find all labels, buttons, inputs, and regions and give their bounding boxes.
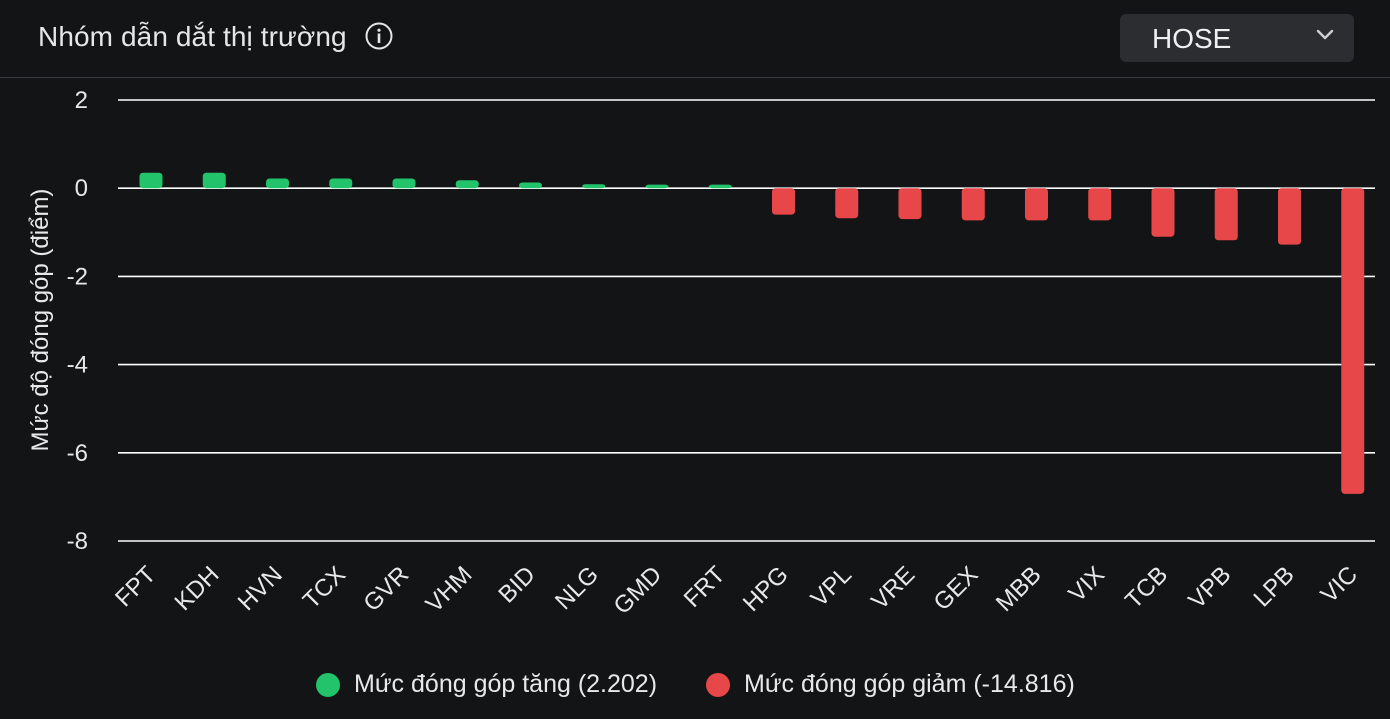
x-tick-label: TCB <box>1120 561 1173 614</box>
legend-item-negative[interactable]: Mức đóng góp giảm (-14.816) <box>706 668 1086 704</box>
bar-tcb[interactable] <box>1151 188 1175 237</box>
chevron-down-icon[interactable] <box>1314 28 1336 42</box>
bar-hvn[interactable] <box>266 178 289 189</box>
legend-dot-negative <box>706 673 730 697</box>
bar-kdh[interactable] <box>202 172 226 189</box>
legend-label-positive: Mức đóng góp tăng (2.202) <box>354 670 658 698</box>
x-tick-label: VPB <box>1183 561 1236 614</box>
bar-tcx[interactable] <box>329 178 353 189</box>
x-tick-label: GVR <box>358 561 414 617</box>
x-tick-label: HVN <box>233 561 288 616</box>
y-tick-label: 0 <box>75 175 88 202</box>
y-axis-label: Mức độ đóng góp (điểm) <box>27 189 54 452</box>
y-tick-label: -4 <box>67 352 88 379</box>
x-tick-label: FRT <box>679 561 731 613</box>
bar-gex[interactable] <box>961 188 985 221</box>
y-tick-label: -8 <box>67 528 88 555</box>
bar-vpl[interactable] <box>835 188 859 219</box>
x-tick-label: VRE <box>866 561 920 615</box>
x-tick-label: LPB <box>1249 561 1300 612</box>
chart-title: Nhóm dẫn dắt thị trường <box>38 21 347 52</box>
x-tick-label: VHM <box>421 561 478 618</box>
legend-item-positive[interactable]: Mức đóng góp tăng (2.202) <box>316 668 666 704</box>
bar-bid[interactable] <box>519 182 542 189</box>
x-tick-label: GMD <box>609 561 668 620</box>
x-tick-label: FPT <box>110 561 161 612</box>
bar-lpb[interactable] <box>1278 188 1301 245</box>
x-tick-label: GEX <box>929 561 984 616</box>
bar-gmd[interactable] <box>645 184 669 189</box>
y-tick-label: 2 <box>75 87 88 114</box>
x-tick-label: VIX <box>1064 561 1110 607</box>
info-icon[interactable] <box>364 21 394 51</box>
x-tick-label: BID <box>493 561 540 608</box>
chart-header: Nhóm dẫn dắt thị trường HOSE <box>0 0 1390 78</box>
bar-vic[interactable] <box>1341 188 1365 494</box>
bar-gvr[interactable] <box>392 178 416 189</box>
bar-mbb[interactable] <box>1025 188 1048 221</box>
bar-frt[interactable] <box>708 184 732 189</box>
exchange-select[interactable]: HOSE <box>1120 14 1354 62</box>
x-tick-label: KDH <box>170 561 225 616</box>
bar-vre[interactable] <box>898 188 922 220</box>
chart-legend: Mức đóng góp tăng (2.202) Mức đóng góp g… <box>0 668 1390 704</box>
x-tick-label: NLG <box>550 561 604 615</box>
bar-fpt[interactable] <box>139 172 163 189</box>
y-tick-label: -2 <box>67 263 88 290</box>
legend-dot-positive <box>316 673 340 697</box>
x-tick-label: MBB <box>991 561 1047 617</box>
bar-vix[interactable] <box>1088 188 1112 221</box>
legend-label-negative: Mức đóng góp giảm (-14.816) <box>744 670 1075 698</box>
bar-vhm[interactable] <box>455 180 479 189</box>
bar-chart: 2 0 -2 -4 -6 -8 Mức độ đóng góp (điểm) FPT KDH HV… <box>27 87 1375 620</box>
bar-hpg[interactable] <box>772 188 795 215</box>
exchange-select-value: HOSE <box>1152 23 1232 54</box>
y-tick-label: -6 <box>67 440 88 467</box>
bar-nlg[interactable] <box>582 184 606 189</box>
x-tick-label: VIC <box>1316 561 1363 608</box>
x-tick-label: HPG <box>738 561 794 617</box>
x-tick-label: TCX <box>298 561 351 614</box>
bar-vpb[interactable] <box>1214 188 1238 241</box>
x-tick-label: VPL <box>806 561 857 612</box>
